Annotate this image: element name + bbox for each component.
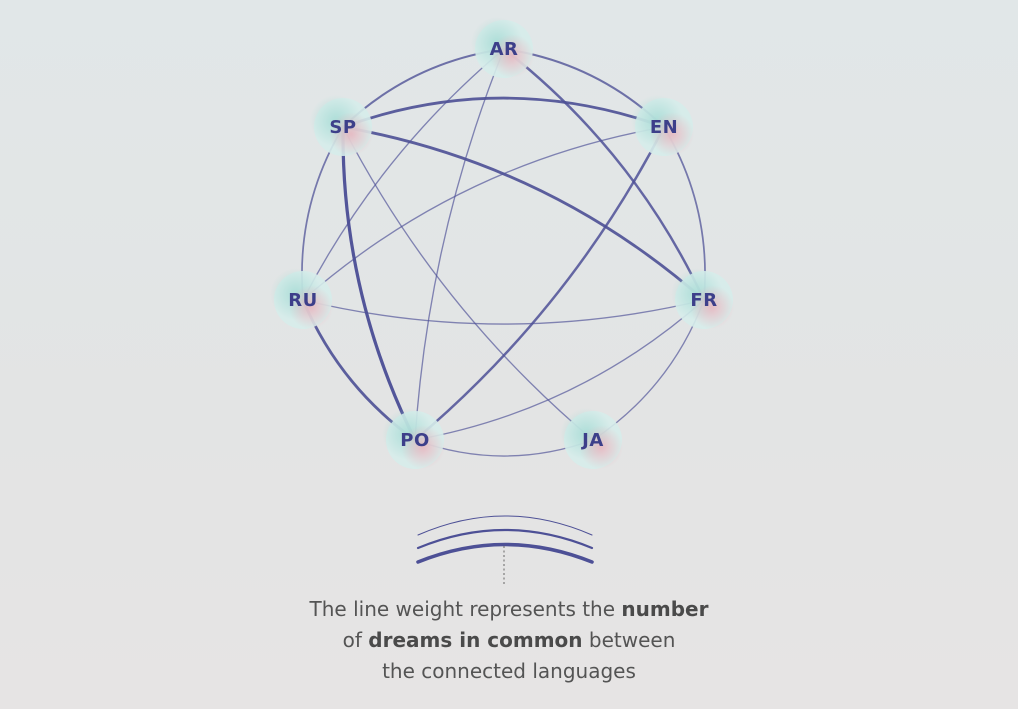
edge-fr-ru bbox=[302, 299, 705, 325]
node-glow-pink bbox=[579, 425, 623, 469]
node-glow-pink bbox=[490, 34, 534, 78]
node-label-ja: JA bbox=[580, 430, 604, 451]
edge-en-ru bbox=[302, 126, 665, 301]
legend-caption: The line weight represents the number of… bbox=[259, 594, 759, 687]
nodes-layer: AR EN FR JA PO RU SP bbox=[270, 17, 734, 469]
legend-medium-arc bbox=[416, 528, 594, 550]
node-po: PO bbox=[382, 408, 445, 469]
node-glow-pink bbox=[401, 425, 445, 469]
legend-caption-line-1: The line weight represents the number bbox=[259, 594, 759, 625]
node-ja: JA bbox=[560, 408, 623, 469]
node-label-sp: SP bbox=[329, 117, 356, 138]
node-glow-pink bbox=[289, 285, 333, 329]
legend-text: of bbox=[342, 628, 369, 652]
edge-en-po bbox=[413, 125, 666, 442]
edge-fr-po bbox=[414, 299, 705, 441]
legend-text: The line weight represents the bbox=[309, 597, 622, 621]
node-label-po: PO bbox=[400, 430, 430, 451]
node-label-ar: AR bbox=[490, 39, 519, 60]
edges-layer bbox=[301, 47, 706, 457]
node-label-ru: RU bbox=[288, 290, 317, 311]
legend-thick-arc bbox=[416, 542, 594, 564]
legend-thin-arc bbox=[417, 515, 593, 536]
legend-text: between bbox=[582, 628, 676, 652]
legend-caption-line-3: the connected languages bbox=[382, 659, 636, 683]
legend-emphasis: number bbox=[621, 597, 709, 621]
node-glow-pink bbox=[329, 112, 373, 156]
node-label-fr: FR bbox=[690, 290, 717, 311]
edge-ar-fr bbox=[502, 47, 706, 302]
legend-caption-line-2: of dreams in common between bbox=[259, 625, 759, 656]
node-glow-pink bbox=[650, 112, 694, 156]
node-ru: RU bbox=[270, 268, 333, 329]
edge-sp-po bbox=[341, 125, 417, 442]
edge-ar-po bbox=[414, 48, 505, 441]
node-ar: AR bbox=[471, 17, 534, 78]
node-sp: SP bbox=[310, 95, 373, 156]
edge-sp-en bbox=[341, 96, 666, 129]
node-en: EN bbox=[631, 95, 694, 156]
edge-sp-ja bbox=[342, 126, 594, 441]
edge-sp-fr bbox=[341, 125, 706, 302]
line-weight-legend-icon bbox=[416, 515, 594, 586]
edge-ar-ru bbox=[302, 48, 505, 301]
node-label-en: EN bbox=[650, 117, 678, 138]
node-glow-pink bbox=[690, 285, 734, 329]
legend-emphasis: dreams in common bbox=[368, 628, 583, 652]
node-fr: FR bbox=[671, 268, 734, 329]
